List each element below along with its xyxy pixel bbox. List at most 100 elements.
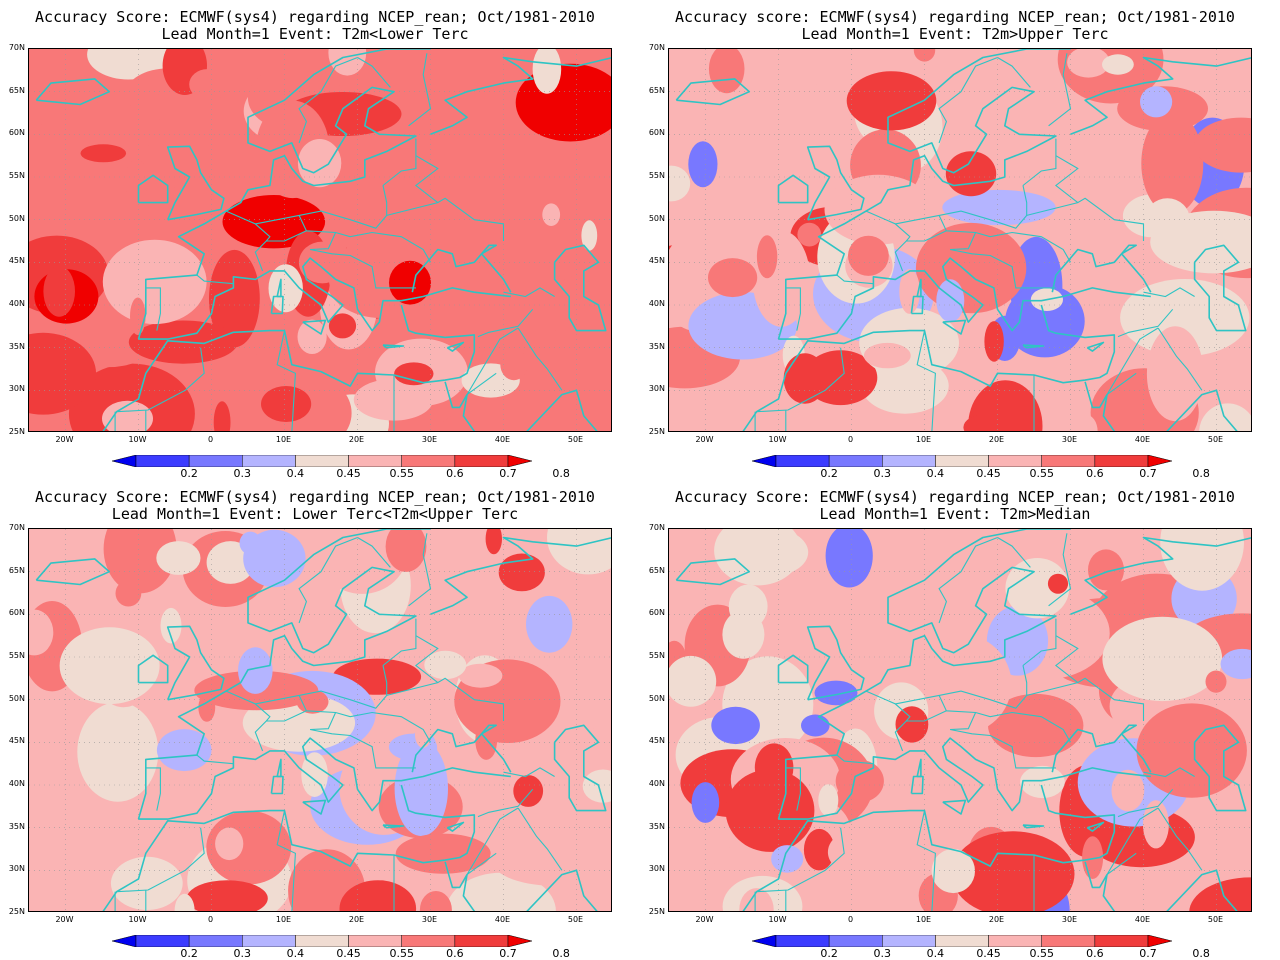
score-contour	[824, 174, 933, 245]
latitude-label: 35N	[648, 341, 665, 351]
colorbar-segment	[988, 935, 1042, 947]
latitude-label: 30N	[648, 864, 665, 874]
score-contour	[458, 663, 503, 688]
coastline	[430, 56, 611, 136]
latitude-label: 60N	[8, 608, 25, 618]
colorbar-label: 0.6	[446, 947, 464, 960]
score-contour	[414, 720, 432, 748]
colorbar-segment	[935, 455, 989, 467]
latitude-label: 60N	[8, 128, 25, 138]
coastline	[806, 145, 865, 221]
colorbar-label: 0.45	[976, 467, 1001, 480]
country-border	[477, 308, 534, 338]
colorbar-label: 0.8	[1192, 947, 1210, 960]
country-border	[196, 754, 234, 765]
coastline	[1166, 869, 1238, 911]
country-border	[1022, 138, 1057, 186]
score-contour	[29, 609, 54, 656]
latitude-label: 40N	[8, 779, 25, 788]
latitude-label: 25N	[8, 427, 25, 436]
country-border	[1117, 788, 1174, 818]
coastline	[778, 737, 1151, 820]
colorbar-segment	[1094, 455, 1149, 467]
latitude-label: 60N	[648, 128, 665, 138]
panel-title: Accuracy Score: ECMWF(sys4) regarding NC…	[675, 488, 1235, 506]
accuracy-map	[669, 49, 1251, 431]
latitude-label: 40N	[648, 299, 665, 308]
coastline	[302, 319, 327, 335]
score-contour	[328, 313, 357, 339]
colorbar-high-arrow	[1147, 455, 1172, 467]
colorbar-label: 0.55	[1029, 467, 1054, 480]
score-contour	[669, 165, 691, 202]
coastline	[382, 824, 405, 829]
score-contour	[708, 49, 745, 94]
country-border	[1106, 807, 1159, 876]
latitude-label: 70N	[8, 523, 25, 532]
score-contour	[1145, 198, 1190, 242]
longitude-label: 0	[847, 915, 854, 924]
country-border	[938, 215, 1071, 263]
latitude-label: 60N	[648, 608, 665, 618]
colorbar	[112, 455, 532, 467]
score-contour	[773, 49, 832, 88]
longitude-label: 50E	[1207, 435, 1224, 444]
country-border	[408, 533, 432, 607]
coastline	[675, 78, 751, 106]
score-contour	[48, 75, 100, 115]
country-border	[466, 807, 519, 876]
country-border	[298, 215, 431, 263]
score-contour	[1120, 279, 1250, 357]
country-border	[309, 712, 416, 769]
score-contour	[714, 529, 802, 586]
score-contour	[297, 319, 327, 354]
colorbar-label: 0.6	[446, 467, 464, 480]
colorbar-segment	[1094, 935, 1149, 947]
latitude-label: 50N	[8, 213, 25, 223]
latitude-label: 45N	[648, 736, 665, 746]
accuracy-map	[29, 529, 611, 911]
colorbar-segment	[401, 455, 456, 467]
score-contour	[132, 221, 159, 240]
coastline	[446, 341, 465, 352]
score-contour	[43, 265, 75, 317]
coastline	[1166, 389, 1238, 431]
country-border	[116, 347, 205, 413]
score-contour	[115, 580, 142, 607]
coastline	[942, 319, 967, 335]
score-contour	[110, 856, 183, 910]
score-contour	[1020, 765, 1065, 799]
panel-title: Accuracy Score: ECMWF(sys4) regarding NC…	[35, 488, 595, 506]
score-contour	[213, 401, 231, 431]
colorbar-segment	[988, 455, 1042, 467]
latitude-label: 45N	[648, 256, 665, 266]
score-contour	[102, 239, 207, 325]
score-contour	[273, 49, 321, 78]
panel-subtitle: Lead Month=1 Event: T2m>Median	[819, 505, 1091, 523]
coastline	[411, 724, 512, 773]
score-contour	[80, 144, 127, 163]
score-contour	[1142, 800, 1169, 849]
country-border	[382, 618, 417, 666]
score-contour	[77, 702, 159, 802]
score-contour	[1146, 326, 1204, 422]
latitude-label: 70N	[648, 43, 665, 52]
latitude-label: 65N	[648, 565, 665, 575]
latitude-label: 40N	[648, 779, 665, 788]
score-contour	[532, 49, 562, 94]
longitude-label: 20W	[55, 435, 74, 444]
longitude-label: 50E	[567, 435, 584, 444]
coastline	[742, 304, 1116, 431]
latitude-label: 35N	[8, 821, 25, 831]
score-contour	[186, 880, 268, 911]
score-contour	[385, 529, 427, 572]
coastline	[777, 174, 809, 204]
longitude-label: 50E	[1207, 915, 1224, 924]
accuracy-map	[669, 529, 1251, 911]
score-contour	[1111, 769, 1145, 812]
score-contour	[814, 680, 858, 706]
score-contour	[818, 784, 839, 817]
country-border	[357, 537, 391, 568]
colorbar-segment	[828, 935, 883, 947]
score-contour	[942, 189, 1056, 226]
